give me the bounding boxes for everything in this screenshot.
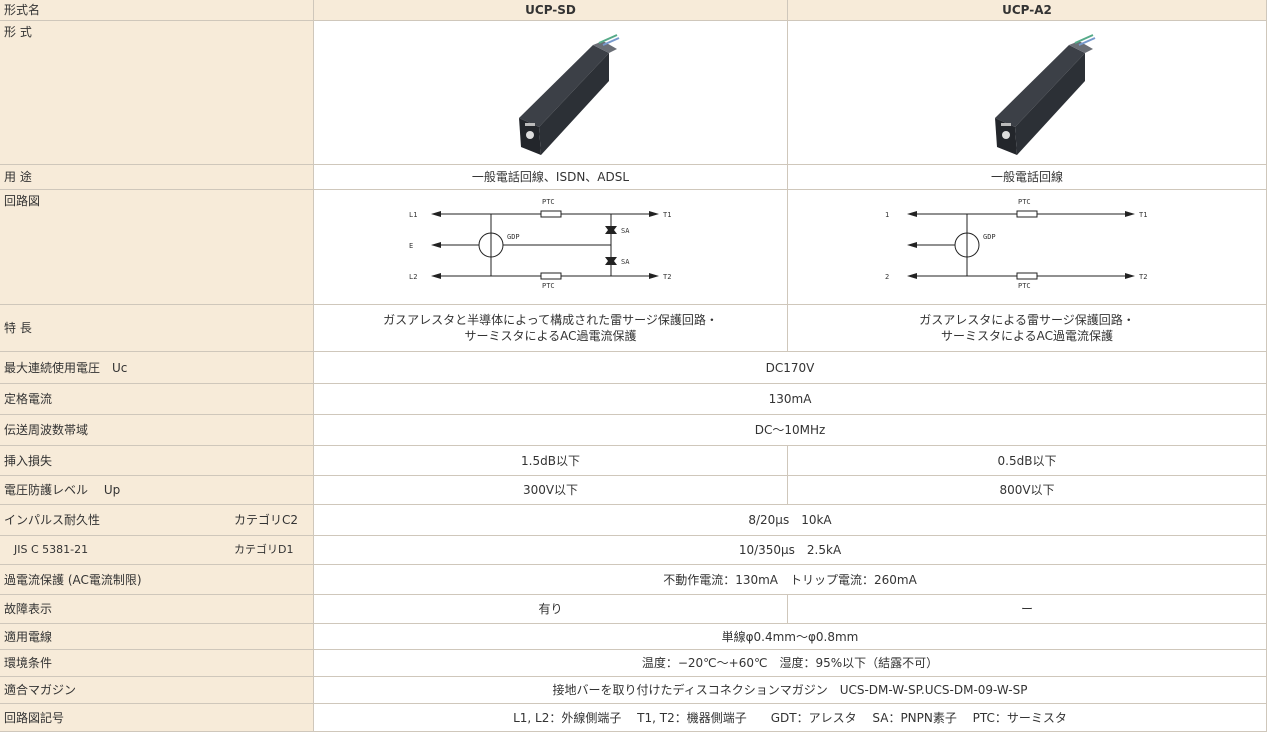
circuit-label: T2 — [663, 273, 671, 281]
circuit-line — [604, 226, 617, 234]
circuit-line — [540, 272, 561, 280]
circuit-diagram: 1 T1 PTC 2 T2 PTC GDP — [788, 190, 1267, 305]
row-label: 形 式 — [0, 21, 314, 165]
circuit-line — [430, 273, 441, 279]
row-label: 適合マガジン — [0, 677, 314, 704]
circuit-label: T1 — [663, 211, 671, 219]
circuit-line — [907, 211, 917, 217]
cell-value: 300V以下 — [314, 476, 788, 505]
product-image — [314, 21, 788, 165]
circuit-label: 2 — [885, 273, 889, 281]
cell-value: DC〜10MHz — [314, 415, 1267, 446]
circuit-line — [907, 242, 917, 248]
circuit-label: T1 — [1139, 211, 1147, 219]
circuit-label: L1 — [409, 211, 417, 219]
cell-value: 130mA — [314, 384, 1267, 415]
cell-value: 接地バーを取り付けたディスコネクションマガジン UCS-DM-W-SP.UCS-… — [314, 677, 1267, 704]
circuit-label: PTC — [1018, 282, 1031, 290]
circuit-label: PTC — [542, 198, 555, 206]
circuit-label: 1 — [885, 211, 889, 219]
row-label: 故障表示 — [0, 595, 314, 624]
cell-value: 0.5dB以下 — [788, 446, 1267, 476]
device-illustration — [518, 33, 619, 155]
cell-value: 単線φ0.4mm〜φ0.8mm — [314, 624, 1267, 650]
value-line: サーミスタによるAC過電流保護 — [940, 329, 1114, 343]
cell-value: L1, L2：外線側端子 T1, T2：機器側端子 GDT：アレスタ SA：PN… — [314, 704, 1267, 732]
circuit-line — [540, 210, 561, 218]
row-label: インパルス耐久性 カテゴリC2 — [0, 505, 314, 536]
value-line: サーミスタによるAC過電流保護 — [464, 329, 637, 343]
circuit-label: SA — [621, 227, 630, 235]
product-image — [788, 21, 1267, 165]
circuit-line — [1125, 273, 1135, 279]
cell-value: 有り — [314, 595, 788, 624]
circuit-label: GDP — [507, 233, 520, 241]
cell-value: ガスアレスタによる雷サージ保護回路・ サーミスタによるAC過電流保護 — [788, 305, 1267, 352]
cell-value: 1.5dB以下 — [314, 446, 788, 476]
sub-label: カテゴリC2 — [234, 513, 299, 527]
circuit-line — [648, 273, 659, 279]
cell-value: ガスアレスタと半導体によって構成された雷サージ保護回路・ サーミスタによるAC過電… — [314, 305, 788, 352]
circuit-label: PTC — [542, 282, 555, 290]
cell-value: 一般電話回線、ISDN、ADSL — [314, 165, 788, 190]
cell-value: 10/350μs 2.5kA — [314, 536, 1267, 565]
row-label: JIS C 5381-21 カテゴリD1 — [0, 536, 314, 565]
circuit-line — [430, 242, 441, 248]
row-label: 最大連続使用電圧 Uc — [0, 352, 314, 384]
device-illustration — [995, 33, 1096, 155]
row-label: 定格電流 — [0, 384, 314, 415]
row-label: 回路図 — [0, 190, 314, 305]
cell-value: 800V以下 — [788, 476, 1267, 505]
model-name: UCP-A2 — [788, 0, 1267, 21]
cell-value: DC170V — [314, 352, 1267, 384]
value-line: ガスアレスタと半導体によって構成された雷サージ保護回路・ — [383, 313, 718, 327]
row-label: 過電流保護 (AC電流制限) — [0, 565, 314, 595]
circuit-label: SA — [621, 258, 630, 266]
row-label: 形式名 — [0, 0, 314, 21]
row-label: 適用電線 — [0, 624, 314, 650]
row-label: 用 途 — [0, 165, 314, 190]
circuit-label: L2 — [409, 273, 417, 281]
cell-value: ー — [788, 595, 1267, 624]
cell-value: 不動作電流：130mA トリップ電流：260mA — [314, 565, 1267, 595]
row-label: 挿入損失 — [0, 446, 314, 476]
row-label: 特 長 — [0, 305, 314, 352]
row-label: 回路図記号 — [0, 704, 314, 732]
circuit-diagram: L1 T1 PTC L2 T2 PTC GDP E SA SA — [314, 190, 788, 305]
circuit-label: T2 — [1139, 273, 1147, 281]
cell-value: 一般電話回線 — [788, 165, 1267, 190]
circuit-line — [430, 211, 441, 217]
circuit-label: GDP — [983, 233, 996, 241]
circuit-line — [1016, 210, 1038, 218]
circuit-label: E — [409, 242, 413, 250]
circuit-svg: 1 T1 PTC 2 T2 PTC GDP — [885, 198, 1147, 290]
circuit-line — [1016, 272, 1038, 280]
circuit-line — [604, 257, 617, 265]
model-name: UCP-SD — [314, 0, 788, 21]
value-line: ガスアレスタによる雷サージ保護回路・ — [919, 313, 1135, 327]
row-label: 環境条件 — [0, 650, 314, 677]
circuit-svg: L1 T1 PTC L2 T2 PTC GDP E SA SA — [409, 198, 671, 290]
sub-label: カテゴリD1 — [234, 543, 294, 556]
row-label: 電圧防護レベル Up — [0, 476, 314, 505]
circuit-line — [1125, 211, 1135, 217]
row-label: 伝送周波数帯域 — [0, 415, 314, 446]
cell-value: 温度：−20℃〜+60℃ 湿度：95%以下（結露不可） — [314, 650, 1267, 677]
circuit-label: PTC — [1018, 198, 1031, 206]
circuit-line — [648, 211, 659, 217]
circuit-line — [907, 273, 917, 279]
cell-value: 8/20μs 10kA — [314, 505, 1267, 536]
